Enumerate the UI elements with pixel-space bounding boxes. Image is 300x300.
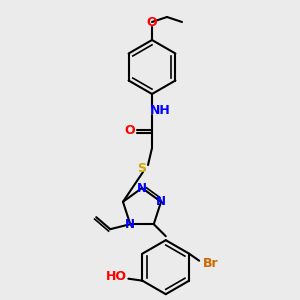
Text: HO: HO xyxy=(106,270,127,283)
Text: S: S xyxy=(137,163,146,176)
Text: N: N xyxy=(137,182,147,194)
Text: O: O xyxy=(125,124,135,136)
Text: Br: Br xyxy=(203,257,219,270)
Text: N: N xyxy=(156,195,166,208)
Text: O: O xyxy=(147,16,157,28)
Text: NH: NH xyxy=(150,103,170,116)
Text: N: N xyxy=(125,218,135,231)
